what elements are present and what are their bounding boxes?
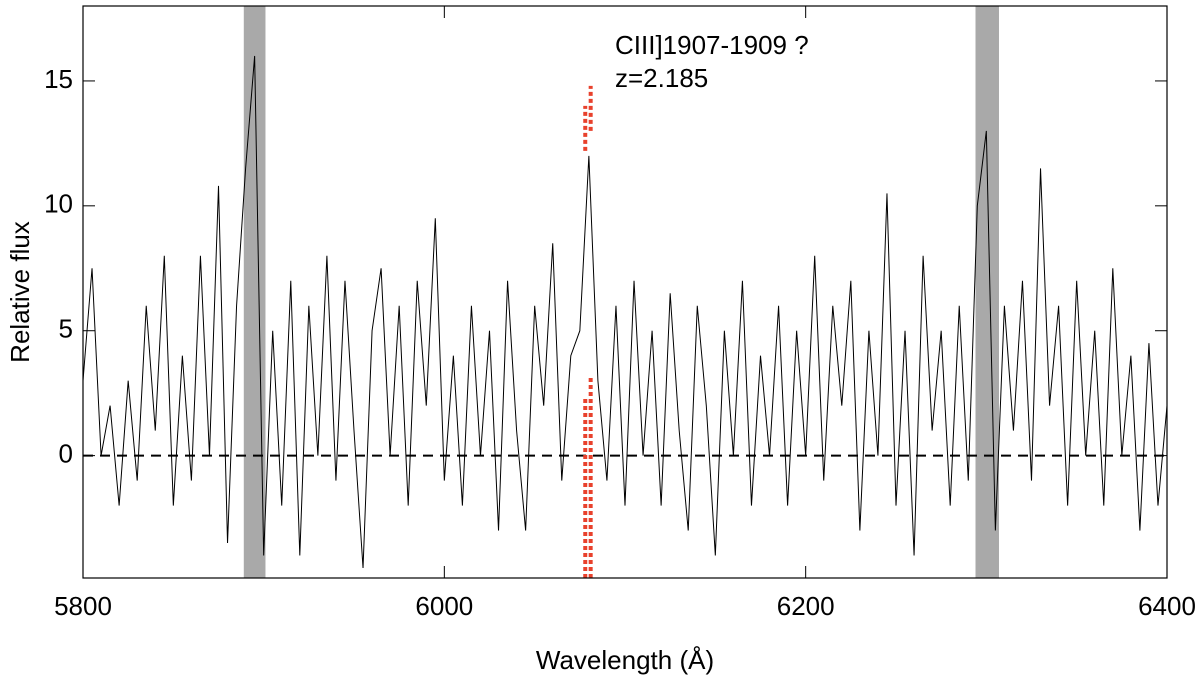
x-axis-label: Wavelength (Å) — [536, 645, 714, 675]
y-tick-label: 10 — [44, 189, 73, 219]
y-tick-label: 15 — [44, 64, 73, 94]
annotation: CIII]1907-1909 ? — [615, 30, 809, 60]
x-tick-label: 6000 — [415, 591, 473, 621]
spectrum-line — [83, 55, 1167, 569]
y-tick-label: 0 — [59, 438, 73, 468]
annotation: z=2.185 — [615, 63, 708, 93]
band — [975, 6, 999, 578]
x-tick-label: 5800 — [54, 591, 112, 621]
x-tick-label: 6400 — [1138, 591, 1196, 621]
x-tick-label: 6200 — [777, 591, 835, 621]
y-axis-label: Relative flux — [5, 221, 35, 363]
y-tick-label: 5 — [59, 314, 73, 344]
plot-frame — [82, 5, 1168, 579]
band — [243, 6, 266, 578]
